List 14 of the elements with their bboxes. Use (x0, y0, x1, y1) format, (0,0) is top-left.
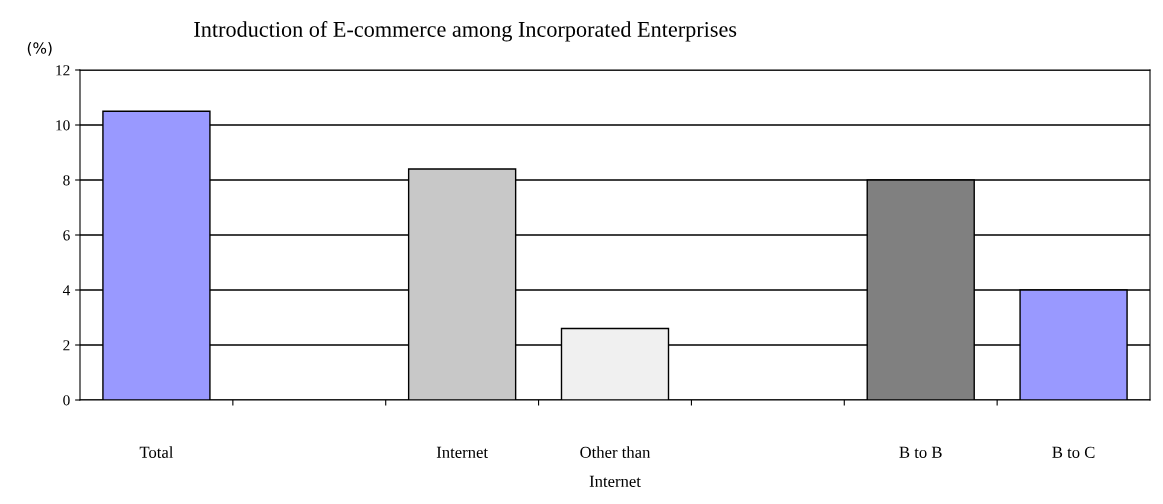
y-axis-title: (%) (27, 42, 52, 56)
y-tick-label: 12 (56, 65, 70, 76)
y-tick-label: 6 (63, 230, 70, 241)
x-tick-label: Other than Internet (580, 446, 651, 487)
x-tick-label: B to B (899, 446, 942, 458)
x-tick-label: B to C (1052, 446, 1095, 458)
x-tick-label: Total (139, 446, 174, 458)
y-tick-label: 4 (62, 285, 71, 296)
y-tick-label: 0 (63, 395, 70, 406)
y-tick-label: 10 (56, 120, 70, 131)
y-tick-label: 8 (63, 175, 70, 186)
chart-title: Introduction of E-commerce among Incorporated Enterprises (194, 21, 737, 42)
y-tick-label: 2 (63, 340, 70, 351)
x-tick-label: Internet (436, 446, 488, 458)
